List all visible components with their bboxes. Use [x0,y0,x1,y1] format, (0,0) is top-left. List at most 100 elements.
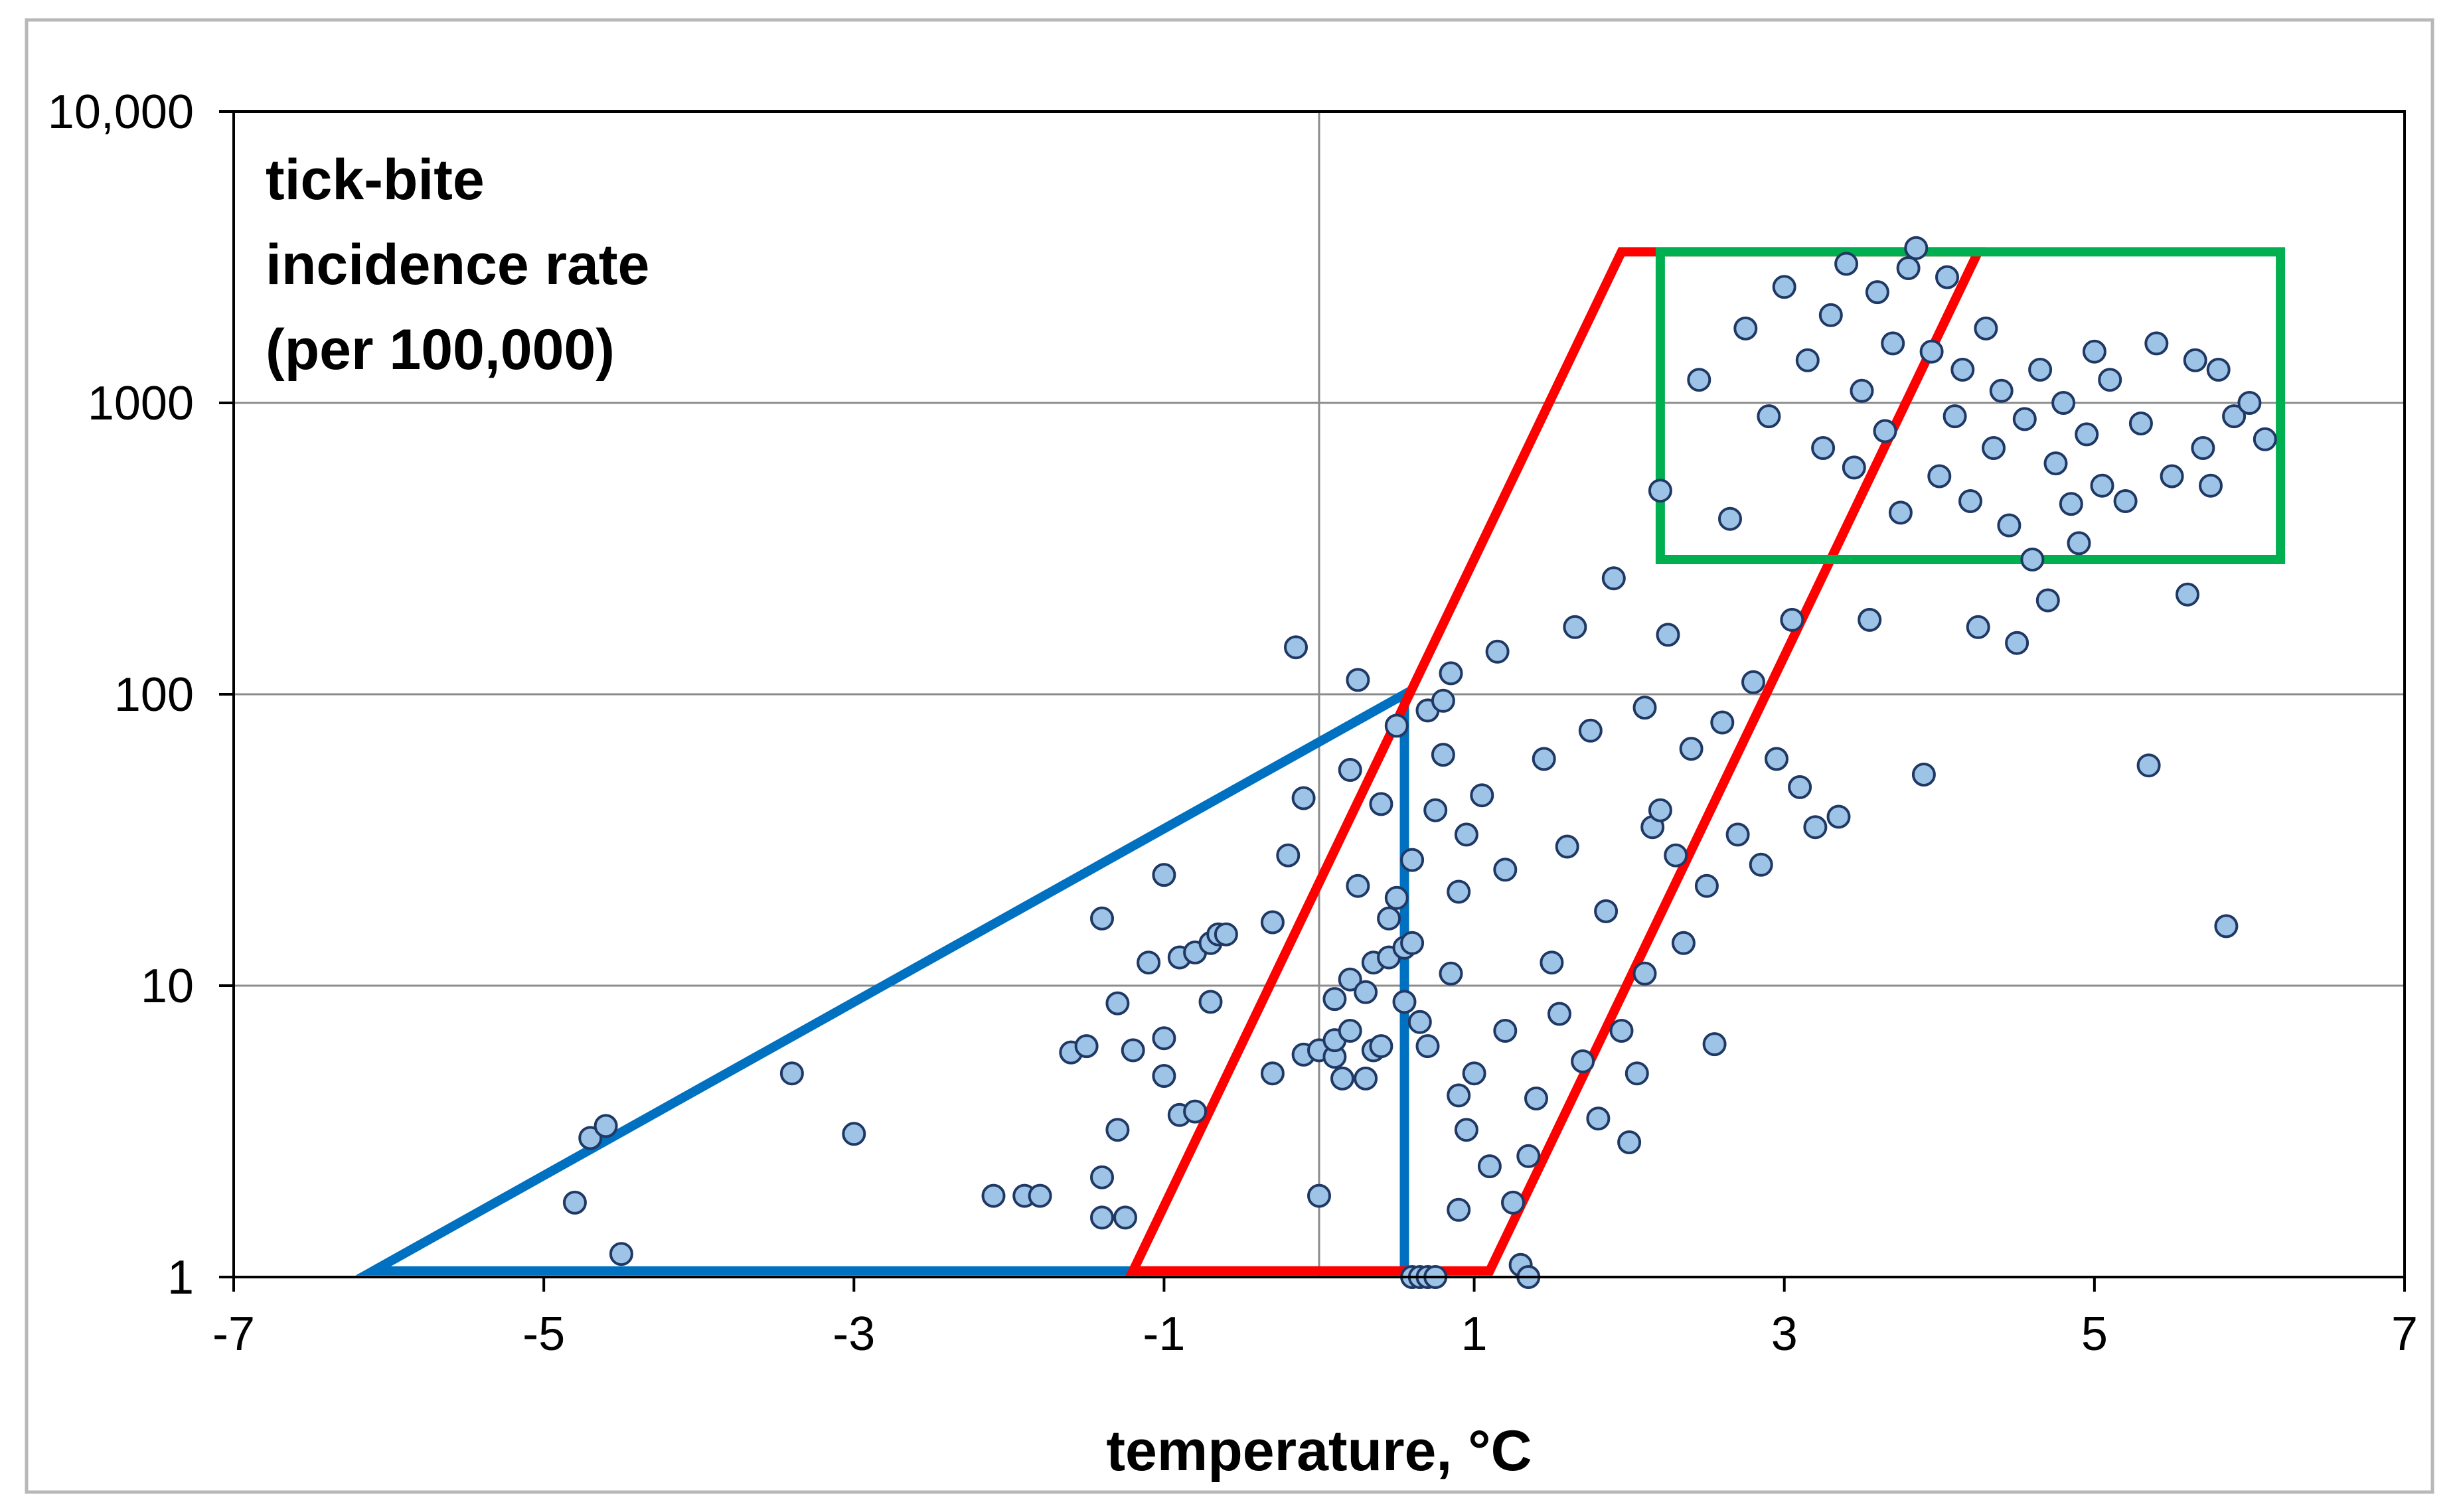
data-point [1524,1087,1548,1110]
data-point [2067,531,2091,556]
data-point [1090,1165,1114,1189]
data-point [1384,714,1409,738]
x-tick-labels: -7 -5 -3 -1 1 3 5 7 [212,1308,2418,1361]
data-point [1439,661,1463,686]
data-point [1392,990,1417,1014]
data-point [1447,879,1471,904]
data-point [1594,899,1619,923]
y-tick-labels: 1 10 100 1000 10,000 [48,86,194,1304]
data-point [1354,980,1378,1004]
data-point [2136,753,2161,778]
data-point [1896,256,1921,280]
data-point [1679,737,1704,761]
data-point [562,1190,587,1215]
data-point [2012,407,2037,431]
data-point [1741,670,1765,694]
x-tick-label: 3 [1771,1308,1798,1361]
x-axis-title: temperature, °C [1106,1419,1532,1483]
data-point [1532,747,1556,771]
data-point [594,1114,618,1138]
green-rectangle [1655,247,2286,564]
data-point [609,1242,633,1266]
data-point [1338,758,1362,782]
data-point [1485,639,1510,664]
data-point [1958,489,1982,513]
data-point [1260,910,1285,935]
data-point [2035,588,2060,613]
data-point [1718,506,1742,531]
data-point [1733,316,1758,340]
data-point [1470,783,1494,808]
data-point [1477,1154,1502,1179]
data-point [1757,404,1781,429]
x-tick-label: 5 [2081,1308,2108,1361]
data-point [1516,1144,1541,1168]
data-point [1462,1061,1486,1086]
data-point [1664,843,1688,868]
data-point [1423,798,1448,822]
data-points [562,236,2277,1289]
data-point [1632,696,1657,720]
data-point [1989,378,2014,403]
data-point [2005,631,2029,655]
data-point [1369,1034,1393,1059]
data-point [1788,775,1812,799]
data-point [2075,422,2099,447]
data-point [1710,710,1735,735]
data-point [1571,1049,1595,1073]
data-point [1694,873,1719,898]
region-shapes [355,247,2286,1276]
data-point [2059,492,2083,516]
data-point [1974,316,1998,340]
data-point [2144,331,2169,356]
data-point [1625,1061,1649,1086]
data-point [1725,822,1750,847]
data-point [1772,275,1796,299]
data-point [1291,786,1316,810]
data-point [1648,798,1672,822]
axis-ticks [219,110,2406,1292]
data-point [1950,358,1975,382]
data-point [1028,1183,1052,1208]
data-point [2090,473,2114,498]
data-point [1811,436,1836,460]
data-point [1795,348,1820,372]
data-point [1152,1064,1176,1088]
data-point [1415,1034,1440,1059]
data-point [1943,404,1967,429]
data-point [842,1122,866,1146]
data-point [1454,1118,1478,1142]
data-point [2222,404,2247,429]
data-point [1183,1099,1208,1124]
data-point [2206,358,2231,382]
data-point [1911,763,1936,787]
data-point [1865,280,1889,305]
data-point [1671,931,1696,955]
data-point [1749,852,1773,877]
data-point [1578,718,1603,743]
data-point [1501,1190,1525,1215]
data-point [1919,339,1944,364]
data-point [1447,1197,1471,1222]
x-tick-label: 7 [2391,1308,2418,1361]
data-point [1826,804,1851,829]
data-point [2191,436,2215,460]
data-point [1881,331,1905,356]
data-point [1842,455,1866,480]
data-point [1765,747,1788,771]
data-point [1447,1083,1471,1108]
data-point [1431,743,1455,767]
data-point [1547,1002,1571,1026]
data-point [1105,991,1130,1016]
title-line-1: tick-bite [266,148,485,212]
data-point [1074,1034,1099,1059]
y-tick-label: 1 [167,1251,194,1304]
x-tick-label: 1 [1461,1308,1488,1361]
data-point [1493,1019,1518,1043]
data-point [1850,378,1874,403]
data-point [1982,436,2006,460]
data-point [1563,615,1587,639]
data-point [2043,451,2068,476]
title-line-2: incidence rate [266,233,649,297]
